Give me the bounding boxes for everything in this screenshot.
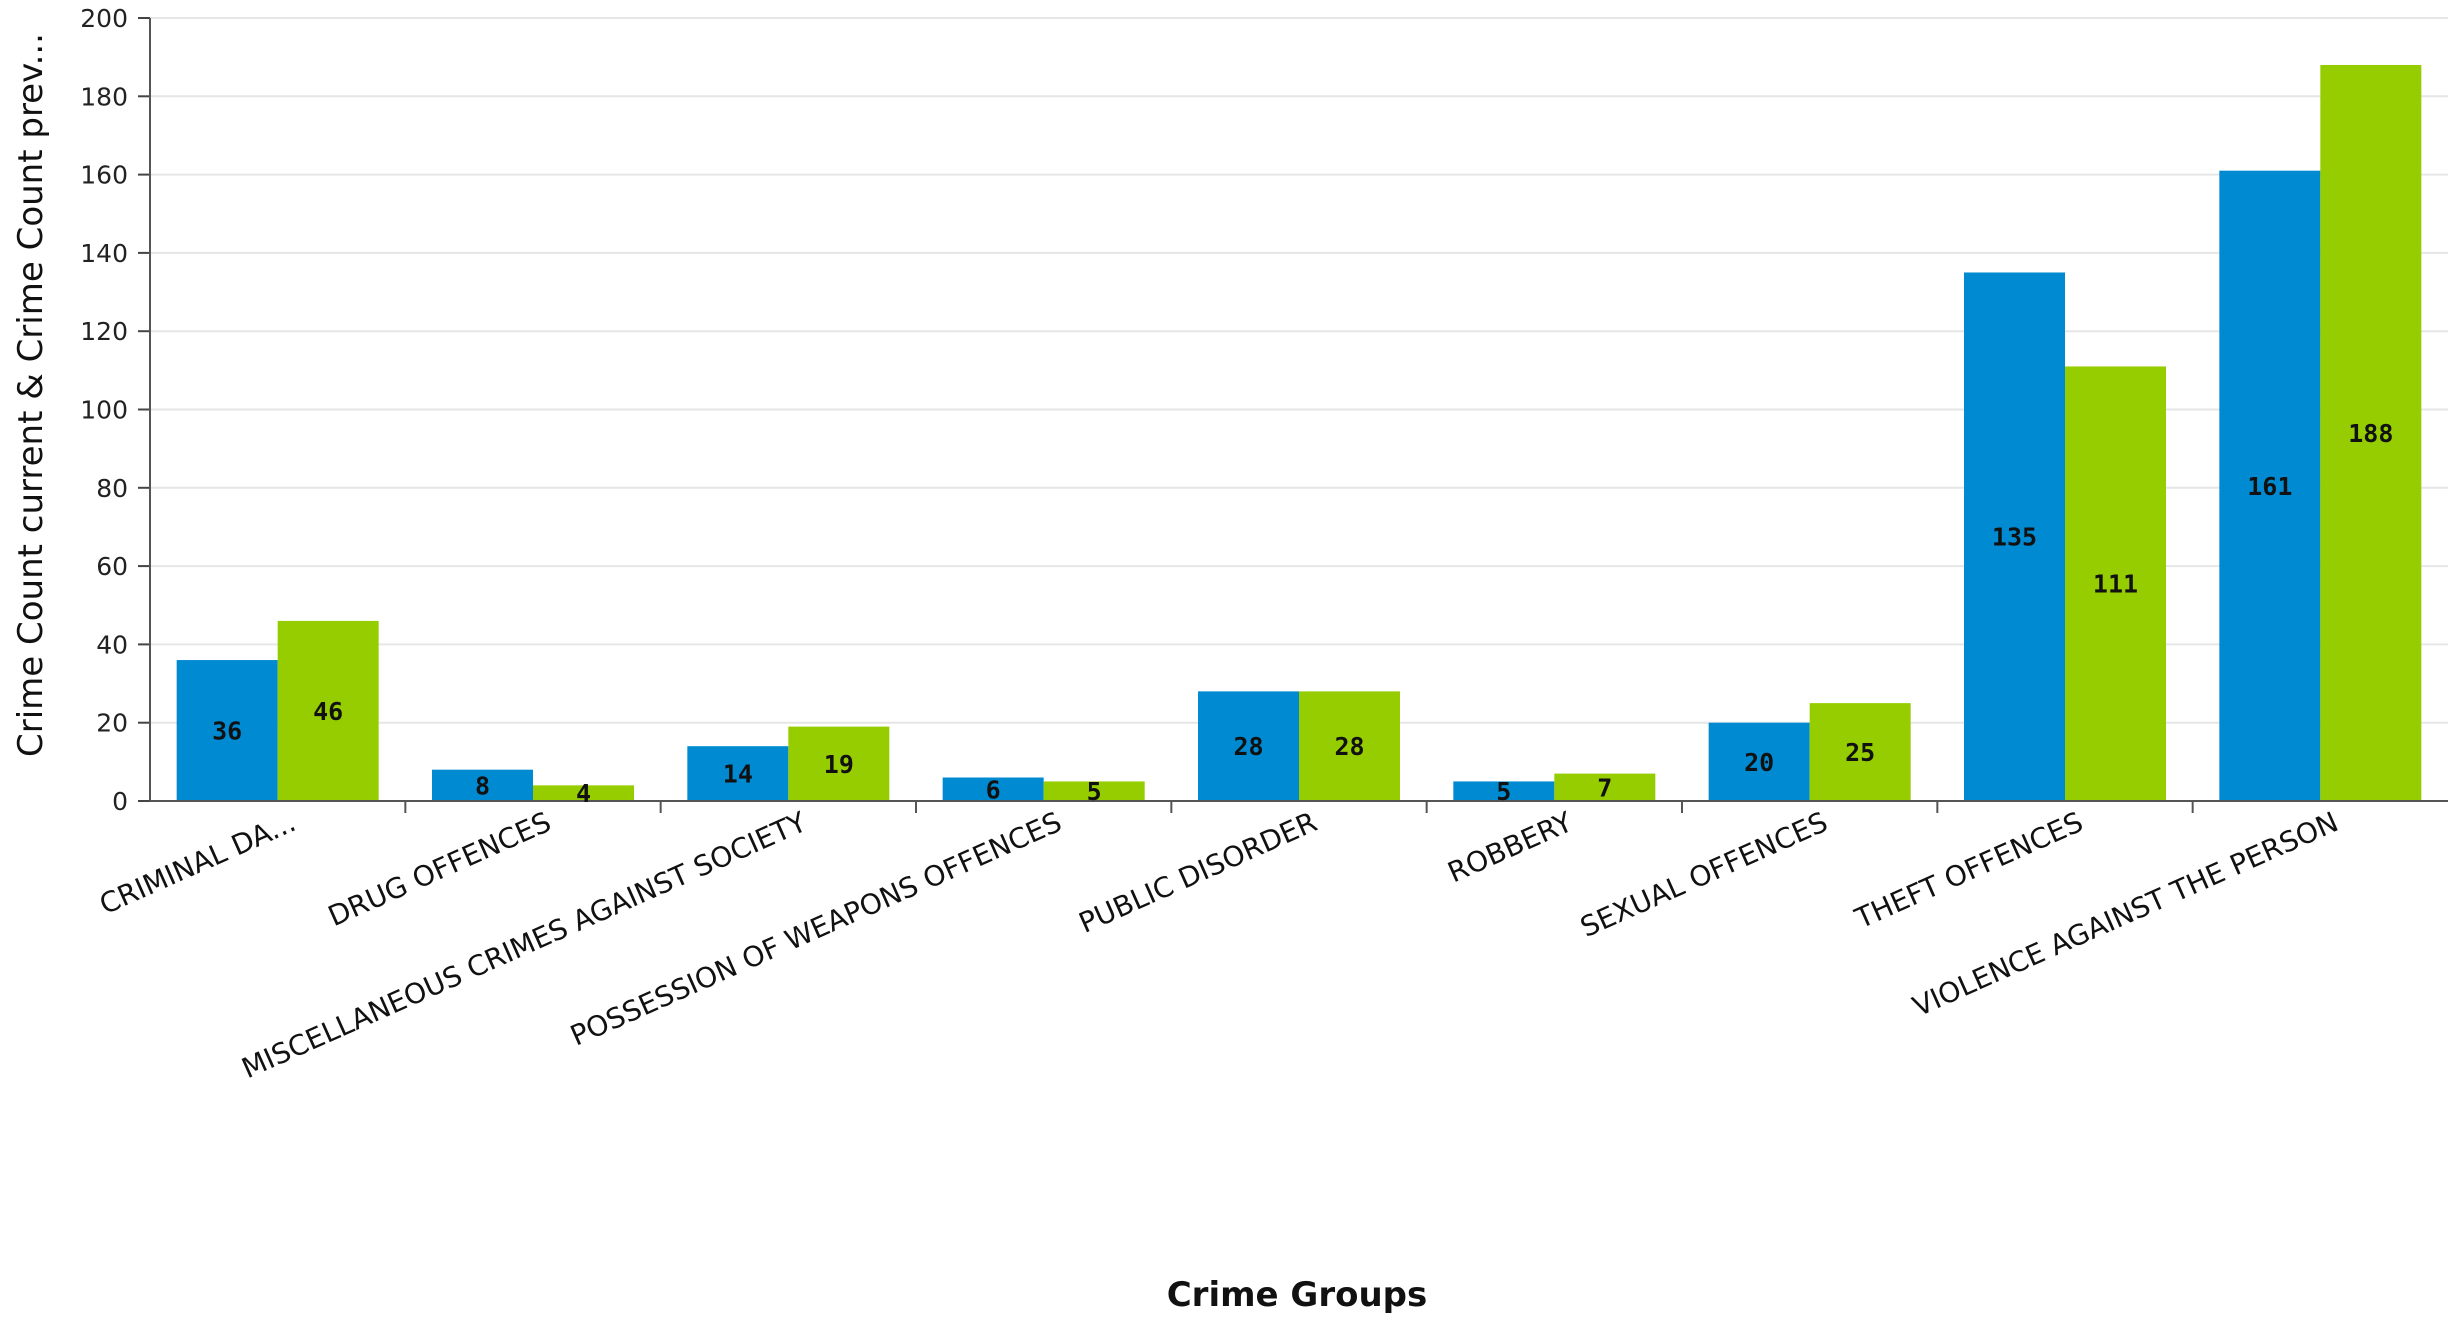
bars — [176, 64, 2422, 802]
data-label: 161 — [2247, 472, 2292, 501]
y-tick-label: 160 — [80, 161, 128, 190]
x-category-label: SEXUAL OFFENCES — [1575, 805, 1832, 944]
bar-series-1[interactable] — [942, 777, 1044, 801]
data-label: 28 — [1233, 732, 1263, 761]
data-label: 19 — [824, 750, 854, 779]
bar-series-1[interactable] — [2219, 170, 2321, 801]
x-category-label: CRIMINAL DA... — [95, 805, 301, 921]
x-category-label: ROBBERY — [1443, 805, 1578, 889]
x-category-label: VIOLENCE AGAINST THE PERSON — [1908, 805, 2343, 1023]
bar-series-2[interactable] — [2320, 64, 2422, 802]
data-label: 14 — [723, 760, 753, 789]
bar-series-1[interactable] — [1964, 272, 2065, 802]
x-category-label: POSSESSION OF WEAPONS OFFENCES — [565, 805, 1066, 1052]
x-category-label: DRUG OFFENCES — [323, 805, 556, 933]
y-tick-label: 180 — [80, 82, 128, 111]
bar-series-2[interactable] — [277, 620, 379, 801]
x-category-label: PUBLIC DISORDER — [1074, 805, 1322, 940]
y-tick-label: 20 — [96, 709, 128, 738]
y-tick-label: 60 — [96, 552, 128, 581]
y-tick-label: 100 — [80, 396, 128, 425]
bar-series-2[interactable] — [788, 726, 890, 801]
data-label: 20 — [1744, 748, 1774, 777]
data-label: 5 — [1496, 777, 1511, 806]
data-label: 8 — [475, 771, 490, 800]
data-label: 46 — [313, 697, 343, 726]
data-label: 28 — [1334, 732, 1364, 761]
bar-series-2[interactable] — [1299, 691, 1400, 801]
axes — [138, 17, 2448, 813]
bar-series-2[interactable] — [1554, 773, 1656, 801]
x-category-label: THEFT OFFENCES — [1849, 805, 2087, 935]
x-axis-title: Crime Groups — [1167, 1275, 1428, 1315]
data-label: 25 — [1845, 738, 1875, 767]
bar-series-2[interactable] — [533, 785, 634, 801]
data-label: 4 — [576, 779, 591, 808]
bar-series-2[interactable] — [1043, 781, 1145, 801]
data-label: 5 — [1087, 777, 1102, 806]
gridlines — [150, 17, 2448, 802]
bar-series-1[interactable] — [432, 769, 533, 801]
data-label: 36 — [212, 717, 242, 746]
data-label: 6 — [986, 775, 1001, 804]
bar-series-1[interactable] — [1198, 691, 1299, 801]
y-axis-title: Crime Count current & Crime Count prev..… — [11, 33, 51, 757]
y-tick-label: 140 — [80, 239, 128, 268]
y-tick-label: 200 — [80, 4, 128, 33]
data-label: 111 — [2093, 570, 2138, 599]
y-tick-label: 120 — [80, 317, 128, 346]
bar-series-2[interactable] — [2065, 366, 2166, 801]
bar-series-1[interactable] — [176, 660, 278, 801]
y-tick-label: 0 — [112, 787, 128, 816]
data-label: 135 — [1992, 523, 2037, 552]
y-tick-label: 40 — [96, 630, 128, 659]
y-tick-label: 80 — [96, 474, 128, 503]
bar-series-1[interactable] — [1453, 781, 1555, 801]
bar-series-1[interactable] — [687, 746, 789, 801]
bar-series-1[interactable] — [1708, 722, 1810, 801]
data-label: 7 — [1597, 773, 1612, 802]
data-label: 188 — [2348, 419, 2393, 448]
bar-series-2[interactable] — [1809, 703, 1911, 801]
